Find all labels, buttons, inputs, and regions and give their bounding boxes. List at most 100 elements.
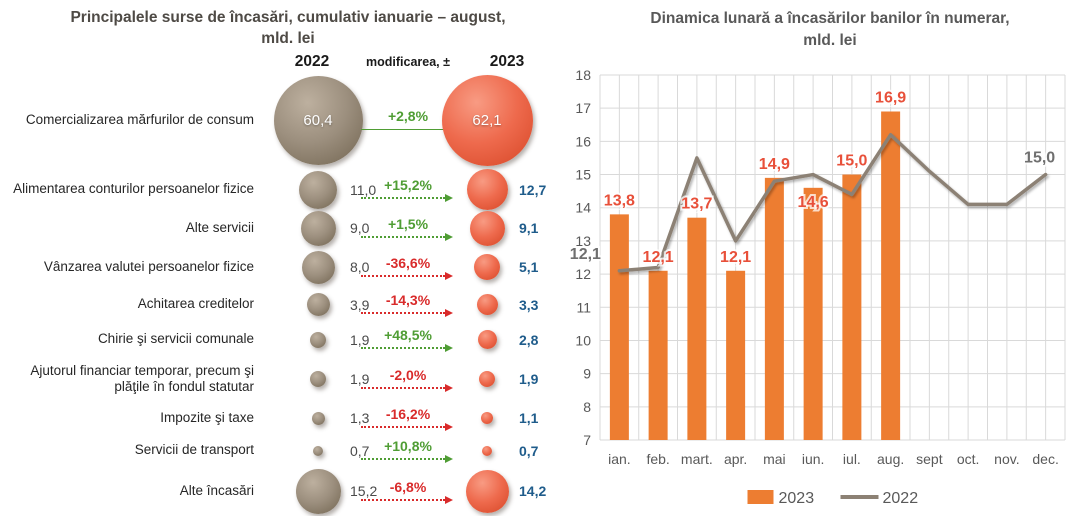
value-2022-bubble-wrap: 60,4 (273, 76, 363, 165)
value-2023-bubble-wrap (459, 169, 515, 210)
y-tick-label: 17 (575, 100, 591, 116)
bar-2023 (648, 270, 668, 440)
value-2023-value: 0,7 (519, 442, 539, 459)
value-2023-bubble (465, 469, 509, 513)
column-header-change: modificarea, ± (366, 55, 450, 69)
x-tick-label: iun. (802, 451, 825, 467)
value-2023-bubble (474, 254, 500, 280)
source-row: Impozite şi taxe 1,3 -16,2% 1,1 (0, 401, 560, 435)
value-2023-value: 2,8 (519, 331, 539, 348)
legend-label-2022: 2022 (883, 490, 919, 507)
change-percent: +2,8% (387, 108, 429, 124)
change-cell: -36,6% (361, 247, 454, 287)
right-chart-title-line1: Dinamica lunară a încasărilor banilor în… (650, 10, 1010, 27)
change-cell: -2,0% (361, 357, 454, 401)
change-percent: -16,2% (385, 405, 431, 422)
change-percent: -36,6% (385, 254, 431, 271)
x-tick-label: sept (916, 451, 943, 467)
change-arrow-icon (361, 194, 453, 202)
change-percent: +48,5% (384, 327, 432, 343)
change-percent: +1,5% (387, 215, 429, 232)
value-2022-bubble (295, 468, 341, 514)
value-2023-cell: 62,1 (441, 72, 560, 169)
row-label: Alte servicii (185, 219, 254, 235)
left-chart-title-line2: mld. lei (261, 29, 315, 47)
change-arrow-icon (361, 125, 453, 133)
line-2022 (617, 132, 1048, 273)
value-2023-bubble (476, 294, 498, 315)
value-2022-cell: 9,0 (262, 209, 369, 247)
value-2022-value: 0,7 (350, 442, 370, 459)
value-2023-value: 3,3 (519, 296, 539, 313)
x-tick-label: feb. (646, 451, 669, 467)
x-tick-label: ian. (608, 451, 631, 467)
value-2022-cell: 11,0 (262, 169, 376, 210)
right-chart-title-line2: mld. lei (803, 31, 857, 49)
value-2023-bubble-wrap (459, 294, 515, 315)
value-2022-bubble (299, 170, 337, 209)
value-2022-value: 8,0 (350, 259, 370, 275)
right-chart: 7 8 9 10 11 12 13 14 15 16 17 18 13,8 12,1 13,7 12,1 14,… (560, 0, 1074, 515)
source-row: Chirie şi servicii comunale 1,9 +48,5% 2,8 (0, 322, 560, 357)
value-2023-bubble-wrap (459, 330, 515, 349)
left-chart-title-line1: Principalele surse de încasări, cumulati… (70, 9, 506, 26)
y-tick-label: 10 (575, 332, 591, 348)
y-tick-label: 13 (575, 233, 591, 249)
source-row: Comercializarea mărfurilor de consum 60,4… (0, 72, 560, 169)
source-row: Vânzarea valutei persoanelor fizice 8,0 -3… (0, 247, 560, 287)
y-tick-label: 18 (575, 67, 591, 83)
y-tick-label: 16 (575, 133, 591, 149)
change-arrow-icon (361, 495, 453, 504)
change-cell: -16,2% (361, 401, 454, 435)
value-2022-bubble: 60,4 (273, 76, 363, 165)
x-tick-label: apr. (724, 451, 747, 467)
bar-label: 14,6 (798, 194, 829, 211)
change-percent: +15,2% (384, 177, 432, 193)
y-tick-label: 14 (575, 200, 591, 216)
source-row: Servicii de transport 0,7 +10,8% 0,7 (0, 435, 560, 466)
change-cell: +15,2% (361, 169, 454, 210)
column-header-2022: 2022 (294, 53, 330, 70)
value-2023-cell: 9,1 (454, 209, 560, 247)
bubble-rows: Comercializarea mărfurilor de consum 60,4… (0, 72, 560, 516)
bar-label: 16,9 (875, 90, 906, 107)
change-cell: +48,5% (361, 322, 454, 357)
row-label: Ajutorul financiar temporar, precum şi p… (30, 362, 254, 394)
row-label: Vânzarea valutei persoanelor fizice (43, 258, 254, 274)
value-2022-value: 1,9 (350, 331, 370, 348)
x-tick-label: dec. (1032, 451, 1058, 467)
x-tick-label: mart. (681, 451, 713, 467)
bar-2023 (609, 214, 629, 440)
change-arrow-icon (361, 422, 453, 431)
value-2023-bubble-wrap (459, 469, 515, 513)
column-headers: 2022 modificarea, ± 2023 (0, 52, 560, 72)
change-arrow-icon (361, 271, 453, 280)
source-row: Alte servicii 9,0 +1,5% 9,1 (0, 209, 560, 247)
right-chart-title: Dinamica lunară a încasărilor banilor în… (590, 8, 1070, 51)
x-tick-label: mai (763, 451, 786, 467)
value-2022-cell: 1,9 (262, 357, 369, 401)
value-2022-value: 11,0 (350, 181, 377, 198)
value-2022-bubble-wrap (290, 371, 346, 387)
value-2022-cell: 3,9 (262, 287, 369, 322)
bar-2023 (881, 111, 901, 440)
value-2023-bubble-wrap (459, 412, 515, 424)
bar-2023 (842, 174, 862, 440)
value-2022-value: 3,9 (350, 296, 370, 313)
value-2022-cell: 0,7 (262, 435, 369, 466)
line-label: 15,0 (1024, 150, 1055, 167)
value-2022-bubble (311, 411, 325, 425)
legend-swatch-2023 (747, 490, 774, 504)
value-2023-cell: 1,9 (454, 357, 560, 401)
value-2022-bubble-wrap (290, 210, 346, 246)
value-2023-bubble (479, 371, 495, 387)
value-2022-bubble (300, 210, 336, 246)
value-2023-bubble-wrap (459, 254, 515, 280)
value-2022-cell: 8,0 (262, 247, 369, 287)
value-2023-value: 9,1 (519, 220, 539, 236)
value-2022-bubble (310, 331, 326, 348)
value-2023-bubble (477, 330, 497, 349)
change-cell: -14,3% (361, 287, 454, 322)
bar-label: 14,9 (759, 156, 790, 173)
change-percent: -14,3% (385, 292, 431, 308)
